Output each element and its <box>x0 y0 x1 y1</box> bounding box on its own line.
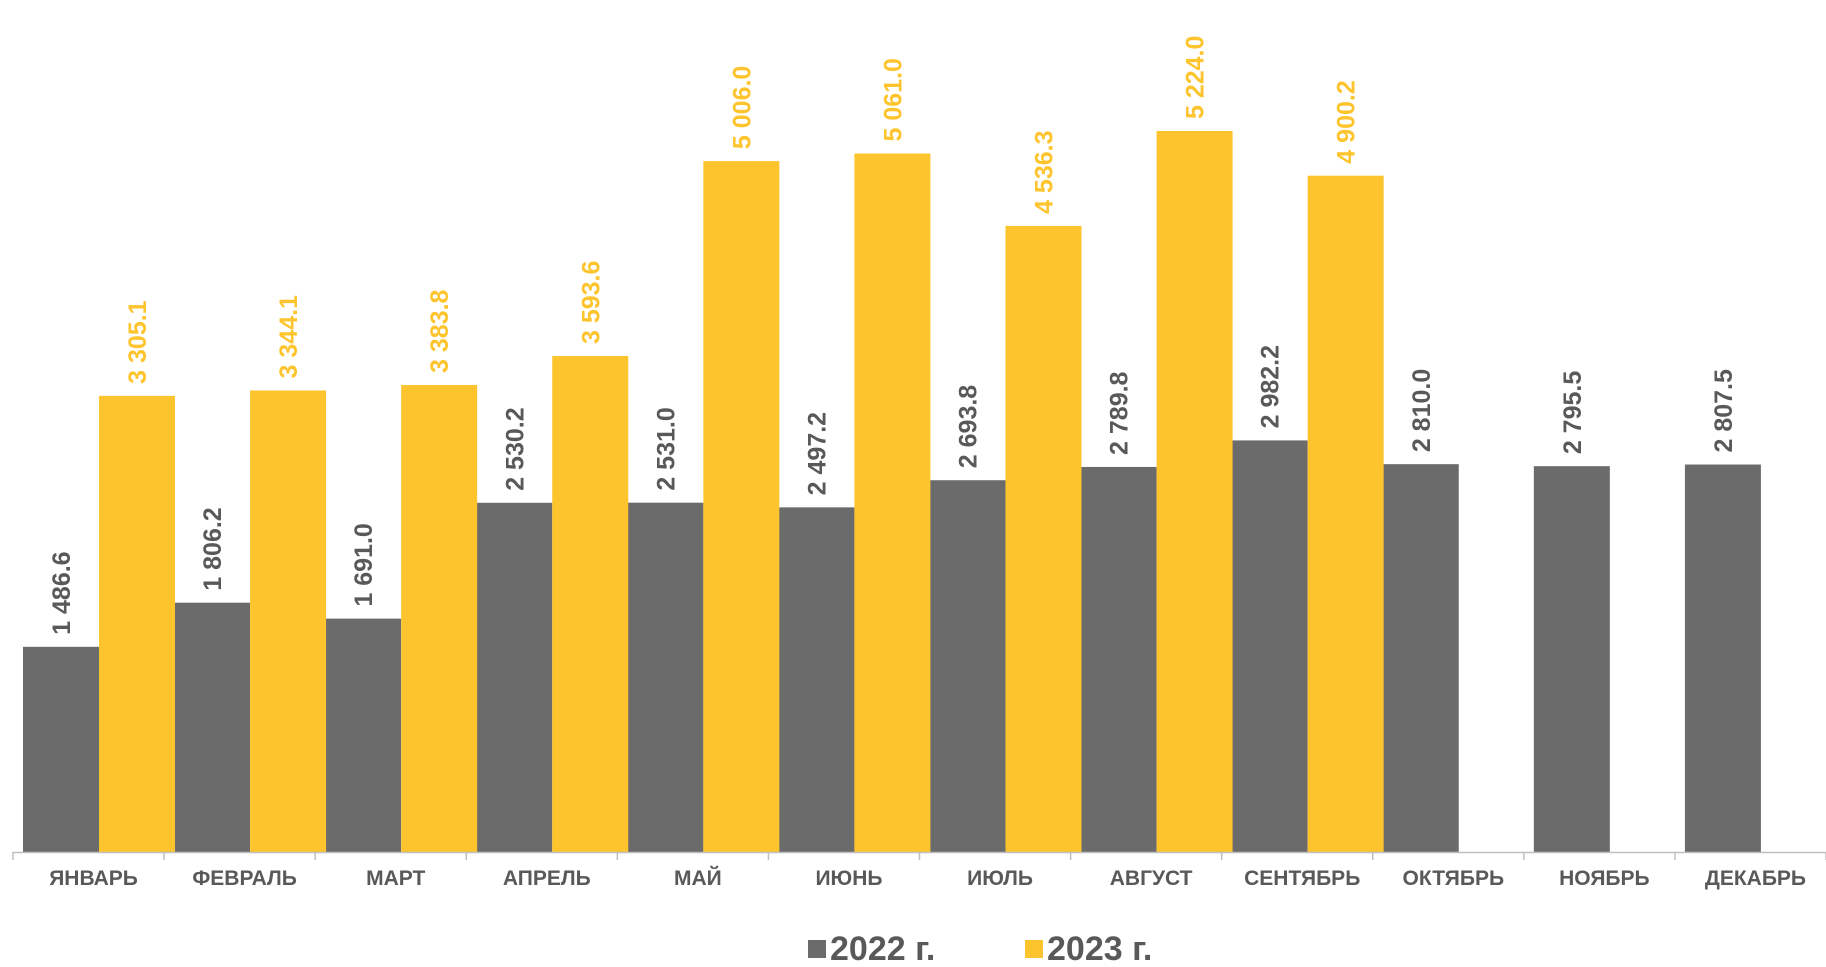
data-label-2022-7: 2 789.8 <box>1106 371 1134 455</box>
bar-2022-10 <box>1533 466 1610 852</box>
data-label-2022-10: 2 795.5 <box>1559 371 1587 455</box>
bar-2023-2 <box>401 384 478 852</box>
x-tick-label-7: АВГУСТ <box>1110 867 1193 890</box>
bar-2022-0 <box>23 646 99 852</box>
x-tick-label-6: ИЮЛЬ <box>967 867 1033 890</box>
x-tick-label-4: МАЙ <box>674 866 722 890</box>
legend-swatch-2023 <box>1025 940 1043 958</box>
x-axis-ticks-group: ЯНВАРЬ ФЕВРАЛЬ МАРТ АПРЕЛЬ МАЙ ИЮНЬ ИЮЛЬ АВГУСТ… <box>12 852 1826 890</box>
bar-2022-7 <box>1080 466 1157 852</box>
data-label-2023-1: 3 344.1 <box>275 295 303 379</box>
bar-2023-8 <box>1307 175 1384 853</box>
data-label-2023-7: 5 224.0 <box>1182 36 1210 119</box>
data-label-2023-0: 3 305.1 <box>124 300 152 384</box>
bar-2022-3 <box>476 502 553 852</box>
data-label-2023-3: 3 593.6 <box>577 261 605 344</box>
bar-2022-8 <box>1231 440 1308 852</box>
data-label-2022-0: 1 486.6 <box>48 551 76 634</box>
x-tick-label-10: НОЯБРЬ <box>1559 867 1650 890</box>
data-label-2023-6: 4 536.3 <box>1031 130 1059 213</box>
bar-2023-0 <box>99 395 175 852</box>
legend-label-2023: 2023 г. <box>1047 930 1152 967</box>
data-label-2023-8: 4 900.2 <box>1333 80 1361 163</box>
legend: 2022 г. 2023 г. <box>808 930 1152 967</box>
data-label-2022-6: 2 693.8 <box>955 385 983 469</box>
bar-2023-4 <box>703 161 780 853</box>
bar-2023-5 <box>854 153 931 852</box>
data-label-2023-5: 5 061.0 <box>879 58 907 141</box>
bar-2023-6 <box>1005 225 1082 852</box>
x-tick-label-5: ИЮНЬ <box>815 867 882 890</box>
bar-2022-4 <box>627 502 704 852</box>
bar-2023-3 <box>552 356 629 852</box>
bar-2022-1 <box>174 602 251 852</box>
x-tick-label-2: МАРТ <box>366 867 425 890</box>
bar-2022-5 <box>778 507 855 852</box>
bars-group <box>23 131 1761 853</box>
data-label-2022-3: 2 530.2 <box>501 407 529 490</box>
bar-2023-1 <box>250 390 327 852</box>
bar-2022-11 <box>1684 464 1761 852</box>
bar-2022-9 <box>1382 464 1459 852</box>
x-tick-label-9: ОКТЯБРЬ <box>1403 867 1505 890</box>
legend-label-2022: 2022 г. <box>830 930 935 967</box>
x-tick-label-1: ФЕВРАЛЬ <box>192 867 297 890</box>
data-label-2023-2: 3 383.8 <box>426 289 454 373</box>
x-tick-label-11: ДЕКАБРЬ <box>1705 867 1806 890</box>
x-tick-label-0: ЯНВАРЬ <box>49 867 138 890</box>
bar-2022-2 <box>325 618 402 852</box>
bar-2022-6 <box>929 480 1006 852</box>
data-label-2023-4: 5 006.0 <box>728 66 756 149</box>
data-label-2022-11: 2 807.5 <box>1710 369 1738 453</box>
data-labels-group: 1 486.6 1 806.2 1 691.0 2 530.2 2 531.0 2 497… <box>48 36 1738 635</box>
x-tick-label-3: АПРЕЛЬ <box>503 867 591 890</box>
data-label-2022-4: 2 531.0 <box>652 407 680 490</box>
x-tick-label-8: СЕНТЯБРЬ <box>1244 867 1360 890</box>
bar-2023-7 <box>1156 131 1233 852</box>
data-label-2022-9: 2 810.0 <box>1408 369 1436 452</box>
data-label-2022-1: 1 806.2 <box>199 507 227 590</box>
data-label-2022-2: 1 691.0 <box>350 523 378 606</box>
legend-swatch-2022 <box>808 940 826 958</box>
data-label-2022-5: 2 497.2 <box>803 412 831 495</box>
data-label-2022-8: 2 982.2 <box>1257 345 1285 428</box>
